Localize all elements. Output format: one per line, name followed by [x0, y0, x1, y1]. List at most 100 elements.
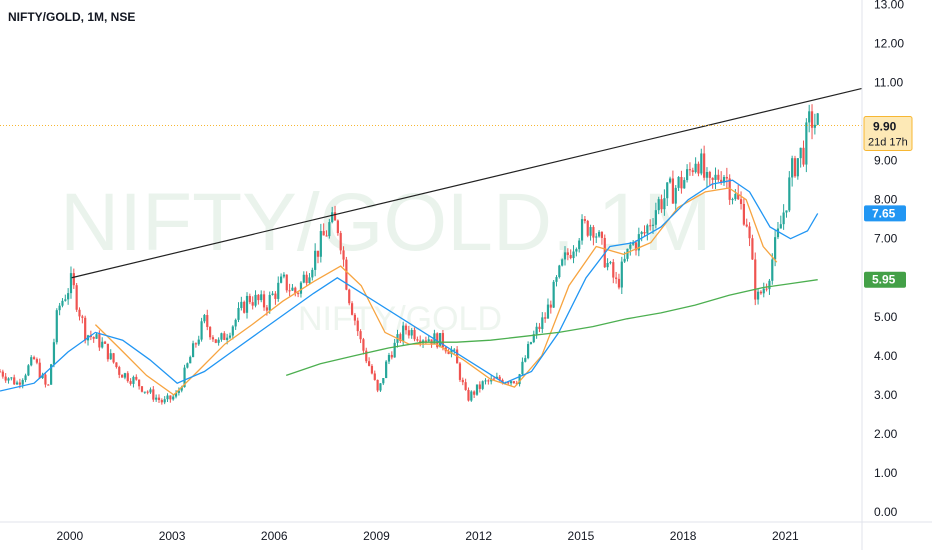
- candle-body: [200, 321, 203, 340]
- candle-body: [262, 294, 266, 308]
- candle-body: [21, 380, 24, 385]
- candle-body: [637, 234, 640, 251]
- candle-body: [228, 335, 232, 338]
- time-axis[interactable]: 2000 2003 2006 2009 2012 2015 2018 2021: [56, 529, 799, 543]
- candle-body: [47, 384, 50, 386]
- candle-body: [328, 222, 331, 237]
- candle-body: [98, 334, 101, 348]
- x-tick-label: 2012: [465, 529, 492, 543]
- candle-body: [35, 359, 39, 363]
- candle-body: [7, 378, 10, 381]
- price-labels: 9.90 21d 17h 7.65 5.95: [863, 116, 913, 288]
- candle-body: [297, 293, 300, 295]
- candle-body: [226, 337, 229, 340]
- candle-body: [370, 365, 374, 374]
- candle-body: [277, 282, 280, 299]
- candle-body: [765, 288, 768, 290]
- candle-body: [174, 392, 178, 397]
- candle-body: [563, 252, 567, 260]
- candle-body: [353, 314, 357, 321]
- candle-body: [15, 382, 19, 385]
- candle-body: [160, 399, 163, 403]
- candle-body: [72, 273, 75, 286]
- candle-body: [336, 220, 339, 234]
- candle-body: [754, 259, 757, 300]
- candle-body: [285, 274, 288, 291]
- candle-body: [81, 316, 84, 318]
- candle-body: [484, 380, 487, 382]
- last-price-badge: [863, 116, 913, 152]
- last-price-value: 9.90: [873, 120, 897, 134]
- candle-body: [756, 291, 760, 300]
- x-tick-label: 2000: [56, 529, 83, 543]
- candle-body: [279, 276, 283, 283]
- candle-body: [498, 376, 501, 380]
- x-tick-label: 2018: [670, 529, 697, 543]
- candle-body: [492, 378, 496, 380]
- candle-body: [717, 174, 720, 180]
- candle-body: [788, 177, 791, 211]
- candle-body: [387, 354, 391, 362]
- candle-body: [779, 224, 782, 229]
- candle-body: [464, 382, 467, 390]
- candle-body: [683, 180, 686, 189]
- candle-body: [24, 375, 27, 381]
- candle-body: [714, 174, 717, 180]
- candle-body: [311, 269, 314, 278]
- candle-body: [350, 303, 354, 315]
- candle-body: [268, 294, 271, 311]
- candle-body: [558, 265, 561, 278]
- candle-body: [649, 225, 652, 227]
- candle-body: [688, 169, 692, 171]
- candle-body: [575, 249, 578, 252]
- watermark-secondary: NIFTY/GOLD: [298, 300, 502, 338]
- candle-body: [101, 341, 104, 348]
- candle-body: [231, 326, 234, 336]
- price-axis[interactable]: 13.0012.0011.0010.009.008.007.006.005.00…: [874, 0, 904, 519]
- candle-body: [634, 242, 638, 251]
- candle-body: [95, 334, 98, 339]
- candle-body: [155, 397, 158, 400]
- candle-body: [404, 325, 408, 331]
- candle-body: [578, 240, 581, 250]
- moving-average-line: [94, 187, 778, 396]
- candle-body: [345, 259, 348, 290]
- candle-body: [487, 380, 490, 382]
- candle-body: [331, 212, 334, 223]
- candle-body: [129, 381, 132, 384]
- candle-body: [708, 171, 711, 178]
- candle-body: [251, 302, 254, 306]
- candle-body: [203, 315, 206, 322]
- candle-body: [112, 353, 115, 363]
- candle-body: [166, 395, 169, 400]
- trendline[interactable]: [71, 87, 863, 279]
- candle-body: [282, 274, 286, 277]
- candle-body: [379, 383, 382, 391]
- candle-body: [191, 343, 195, 358]
- candle-body: [700, 153, 703, 174]
- candle-body: [629, 244, 632, 249]
- candle-body: [1, 371, 4, 377]
- watermark-main: NIFTY/GOLD, 1M: [60, 177, 712, 268]
- candle-body: [373, 373, 376, 380]
- candle-body: [529, 342, 533, 345]
- candle-body: [52, 342, 56, 365]
- candle-body: [737, 193, 740, 200]
- candle-body: [265, 307, 268, 311]
- candle-body: [671, 178, 675, 204]
- candle-body: [109, 353, 112, 360]
- candle-body: [382, 378, 385, 384]
- candle-body: [694, 163, 697, 173]
- candle-body: [762, 288, 765, 294]
- candle-body: [271, 293, 274, 295]
- candle-body: [527, 344, 530, 359]
- candle-body: [541, 317, 544, 329]
- candle-body: [220, 333, 223, 340]
- candle-body: [677, 177, 680, 188]
- candle-body: [325, 235, 328, 237]
- candle-body: [481, 381, 484, 389]
- candle-body: [458, 363, 462, 380]
- candle-body: [183, 367, 186, 388]
